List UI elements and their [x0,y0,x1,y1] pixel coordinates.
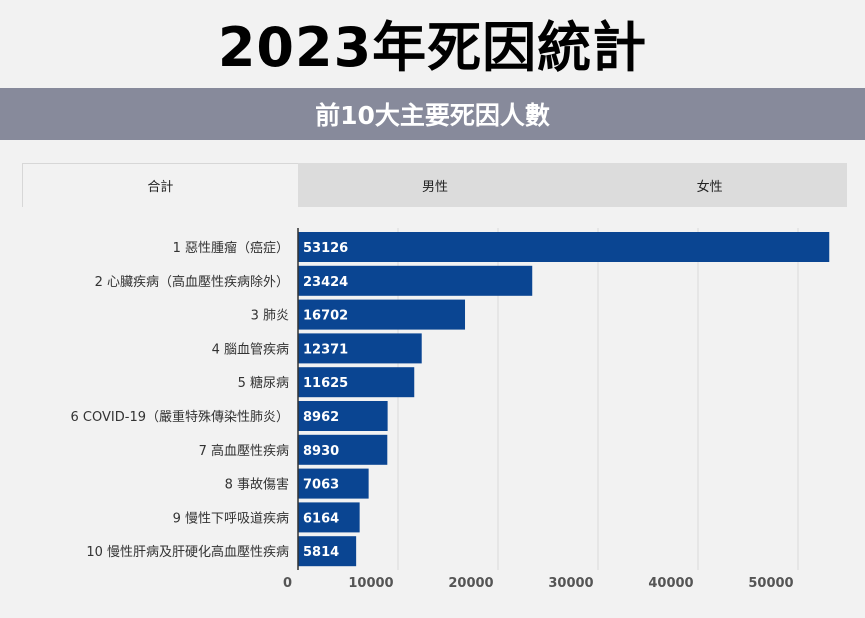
bar [298,367,415,398]
bar [298,299,466,330]
bar [298,468,369,499]
x-tick-label: 40000 [648,576,693,591]
subtitle-bar: 前10大主要死因人數 [0,88,865,140]
tab-male-label: 男性 [422,179,449,195]
value-label: 53126 [303,241,348,256]
bar [298,232,830,262]
category-label: 4 腦血管疾病 [212,342,289,357]
category-label: 6 COVID-19（嚴重特殊傳染性肺炎） [71,409,289,425]
tab-female-label: 女性 [696,179,723,195]
x-tick-label: 50000 [748,576,793,591]
category-label: 3 肺炎 [251,309,289,324]
value-label: 8930 [303,444,339,459]
value-label: 7063 [303,478,339,493]
value-label: 23424 [303,275,348,290]
tab-female[interactable]: 女性 [572,163,848,207]
tab-male[interactable]: 男性 [297,163,573,207]
tab-total-label: 合計 [147,180,174,195]
x-tick-label: 30000 [548,576,593,591]
category-label: 2 心臟疾病（高血壓性疾病除外） [95,274,289,290]
category-label: 1 惡性腫瘤（癌症） [173,240,289,256]
bar [298,333,422,364]
value-label: 16702 [303,309,348,324]
category-label: 5 糖尿病 [238,375,289,391]
tab-bar: 合計 男性 女性 [22,163,848,207]
category-label: 8 事故傷害 [225,477,289,493]
subtitle: 前10大主要死因人數 [315,101,550,130]
bar [298,536,357,567]
value-label: 12371 [303,342,348,357]
x-tick-label: 0 [283,576,292,591]
value-label: 6164 [303,511,339,526]
page-title: 2023年死因統計 [217,15,648,79]
bar [298,265,533,296]
bar [298,434,388,465]
value-label: 5814 [303,545,339,560]
x-tick-label: 10000 [348,576,393,591]
value-label: 11625 [303,376,348,391]
category-label: 7 高血壓性疾病 [199,443,289,459]
category-label: 10 慢性肝病及肝硬化高血壓性疾病 [86,544,289,560]
bar [298,502,360,533]
category-label: 9 慢性下呼吸道疾病 [173,510,289,526]
x-tick-label: 20000 [448,576,493,591]
tab-total[interactable]: 合計 [22,163,298,207]
value-label: 8962 [303,410,339,425]
bar [298,401,388,431]
